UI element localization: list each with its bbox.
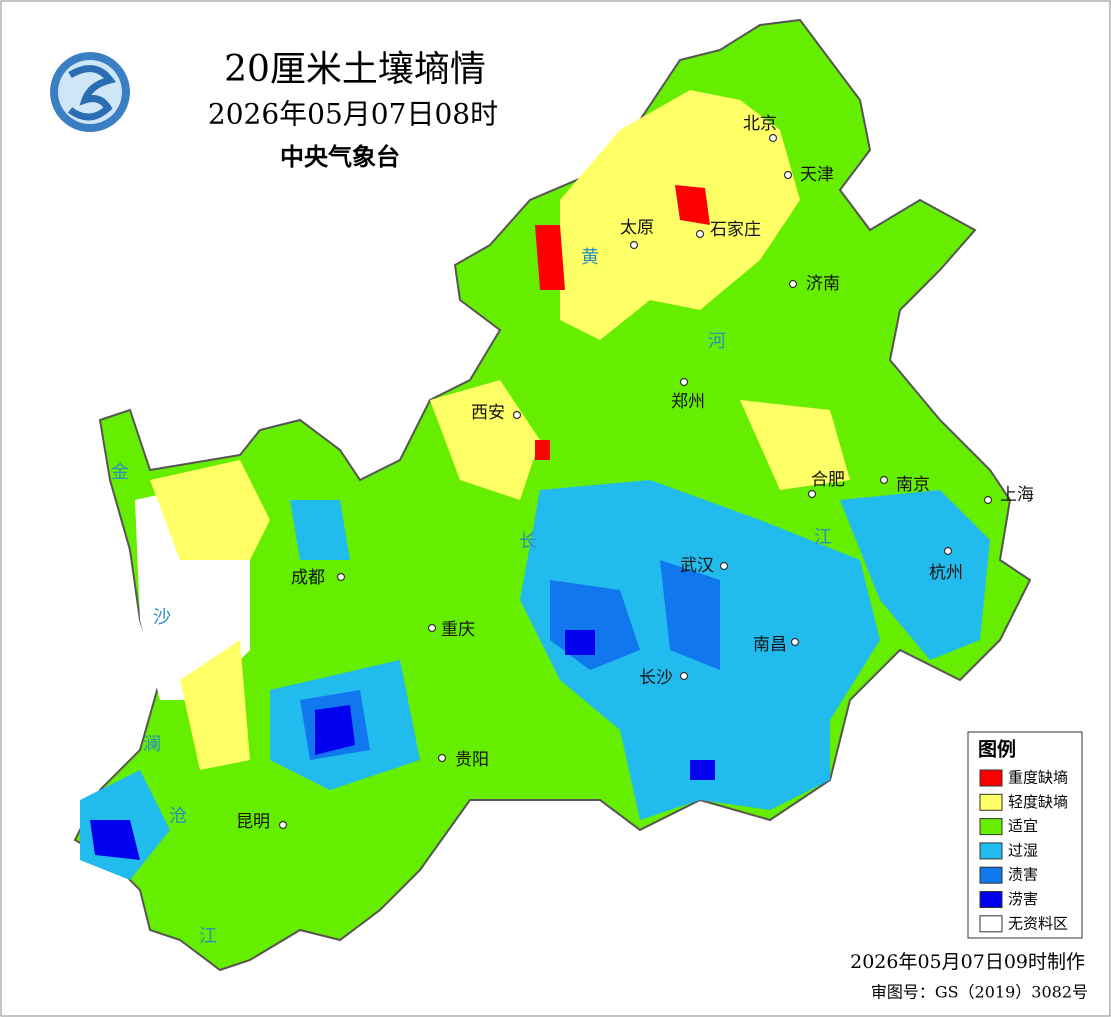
city-dot	[695, 229, 705, 239]
city-dot	[512, 410, 522, 420]
city-label: 南京	[896, 475, 930, 495]
legend-label: 轻度缺墒	[1008, 793, 1068, 811]
city-label: 南昌	[753, 635, 787, 655]
river-label: 沧	[169, 806, 187, 827]
legend-swatch	[979, 866, 1003, 884]
map	[73, 18, 1032, 972]
city-dot	[983, 495, 993, 505]
river-label: 澜	[143, 734, 161, 755]
legend-label: 重度缺墒	[1008, 769, 1068, 787]
city-dot	[879, 475, 889, 485]
legend-label: 过湿	[1008, 841, 1038, 859]
city-dot	[719, 561, 729, 571]
legend-label: 涝害	[1008, 890, 1038, 908]
city-label: 北京	[743, 114, 777, 134]
legend-swatch	[979, 891, 1003, 908]
city-label: 昆明	[236, 812, 270, 832]
legend-swatch	[979, 915, 1003, 933]
legend-label: 适宜	[1008, 817, 1038, 835]
legend-title: 图例	[978, 738, 1016, 761]
city-dot	[679, 377, 689, 387]
city-dot	[807, 489, 817, 499]
city-label: 郑州	[671, 392, 705, 412]
legend-swatch	[979, 818, 1003, 836]
city-label: 贵阳	[455, 750, 489, 770]
river-label: 长	[519, 531, 537, 552]
city-dot	[336, 572, 346, 582]
city-dot	[629, 240, 639, 250]
river-label: 黄	[581, 247, 599, 268]
river-label: 江	[199, 926, 217, 947]
logo	[50, 52, 130, 132]
agency: 中央气象台	[280, 143, 400, 171]
city-label: 武汉	[680, 556, 714, 576]
river-label: 沙	[153, 607, 171, 628]
city-label: 重庆	[441, 620, 475, 640]
region-wet	[840, 490, 990, 660]
legend-label: 无资料区	[1008, 914, 1068, 932]
city-label: 成都	[291, 568, 325, 588]
region-dry	[430, 380, 540, 500]
city-label: 长沙	[639, 668, 673, 688]
city-label: 济南	[806, 274, 840, 294]
region-nodata	[135, 490, 250, 700]
city-label: 天津	[800, 165, 834, 185]
subtitle: 2026年05月07日08时	[208, 98, 498, 131]
region-waterlog	[300, 560, 720, 760]
river-label: 江	[814, 527, 832, 548]
river-label: 河	[708, 331, 726, 352]
made-time: 2026年05月07日09时制作	[850, 951, 1085, 973]
city-dot	[943, 546, 953, 556]
region-dry	[740, 400, 850, 490]
city-label: 上海	[1000, 485, 1034, 505]
legend-swatch	[979, 842, 1003, 860]
city-dot	[278, 820, 288, 830]
city-dot	[788, 279, 798, 289]
city-label: 西安	[471, 403, 505, 423]
legend-label: 渍害	[1008, 866, 1038, 884]
city-dot	[437, 753, 447, 763]
region-dry	[180, 640, 250, 770]
legend-swatch	[979, 769, 1003, 787]
region-dry	[150, 460, 270, 560]
legend-swatch	[979, 793, 1003, 811]
city-label: 太原	[620, 218, 654, 238]
region-severe-dry	[535, 185, 710, 460]
approval: 审图号：GS（2019）3082号	[871, 983, 1088, 1002]
city-dot	[679, 671, 689, 681]
city-label: 合肥	[811, 470, 845, 490]
river-label: 金	[111, 462, 129, 483]
city-dot	[427, 623, 437, 633]
region-wet	[290, 500, 350, 560]
title: 20厘米土壤墒情	[224, 49, 486, 90]
city-label: 杭州	[929, 563, 963, 583]
city-dot	[768, 133, 778, 143]
city-dot	[783, 170, 793, 180]
city-label: 石家庄	[710, 220, 761, 240]
city-dot	[790, 637, 800, 647]
